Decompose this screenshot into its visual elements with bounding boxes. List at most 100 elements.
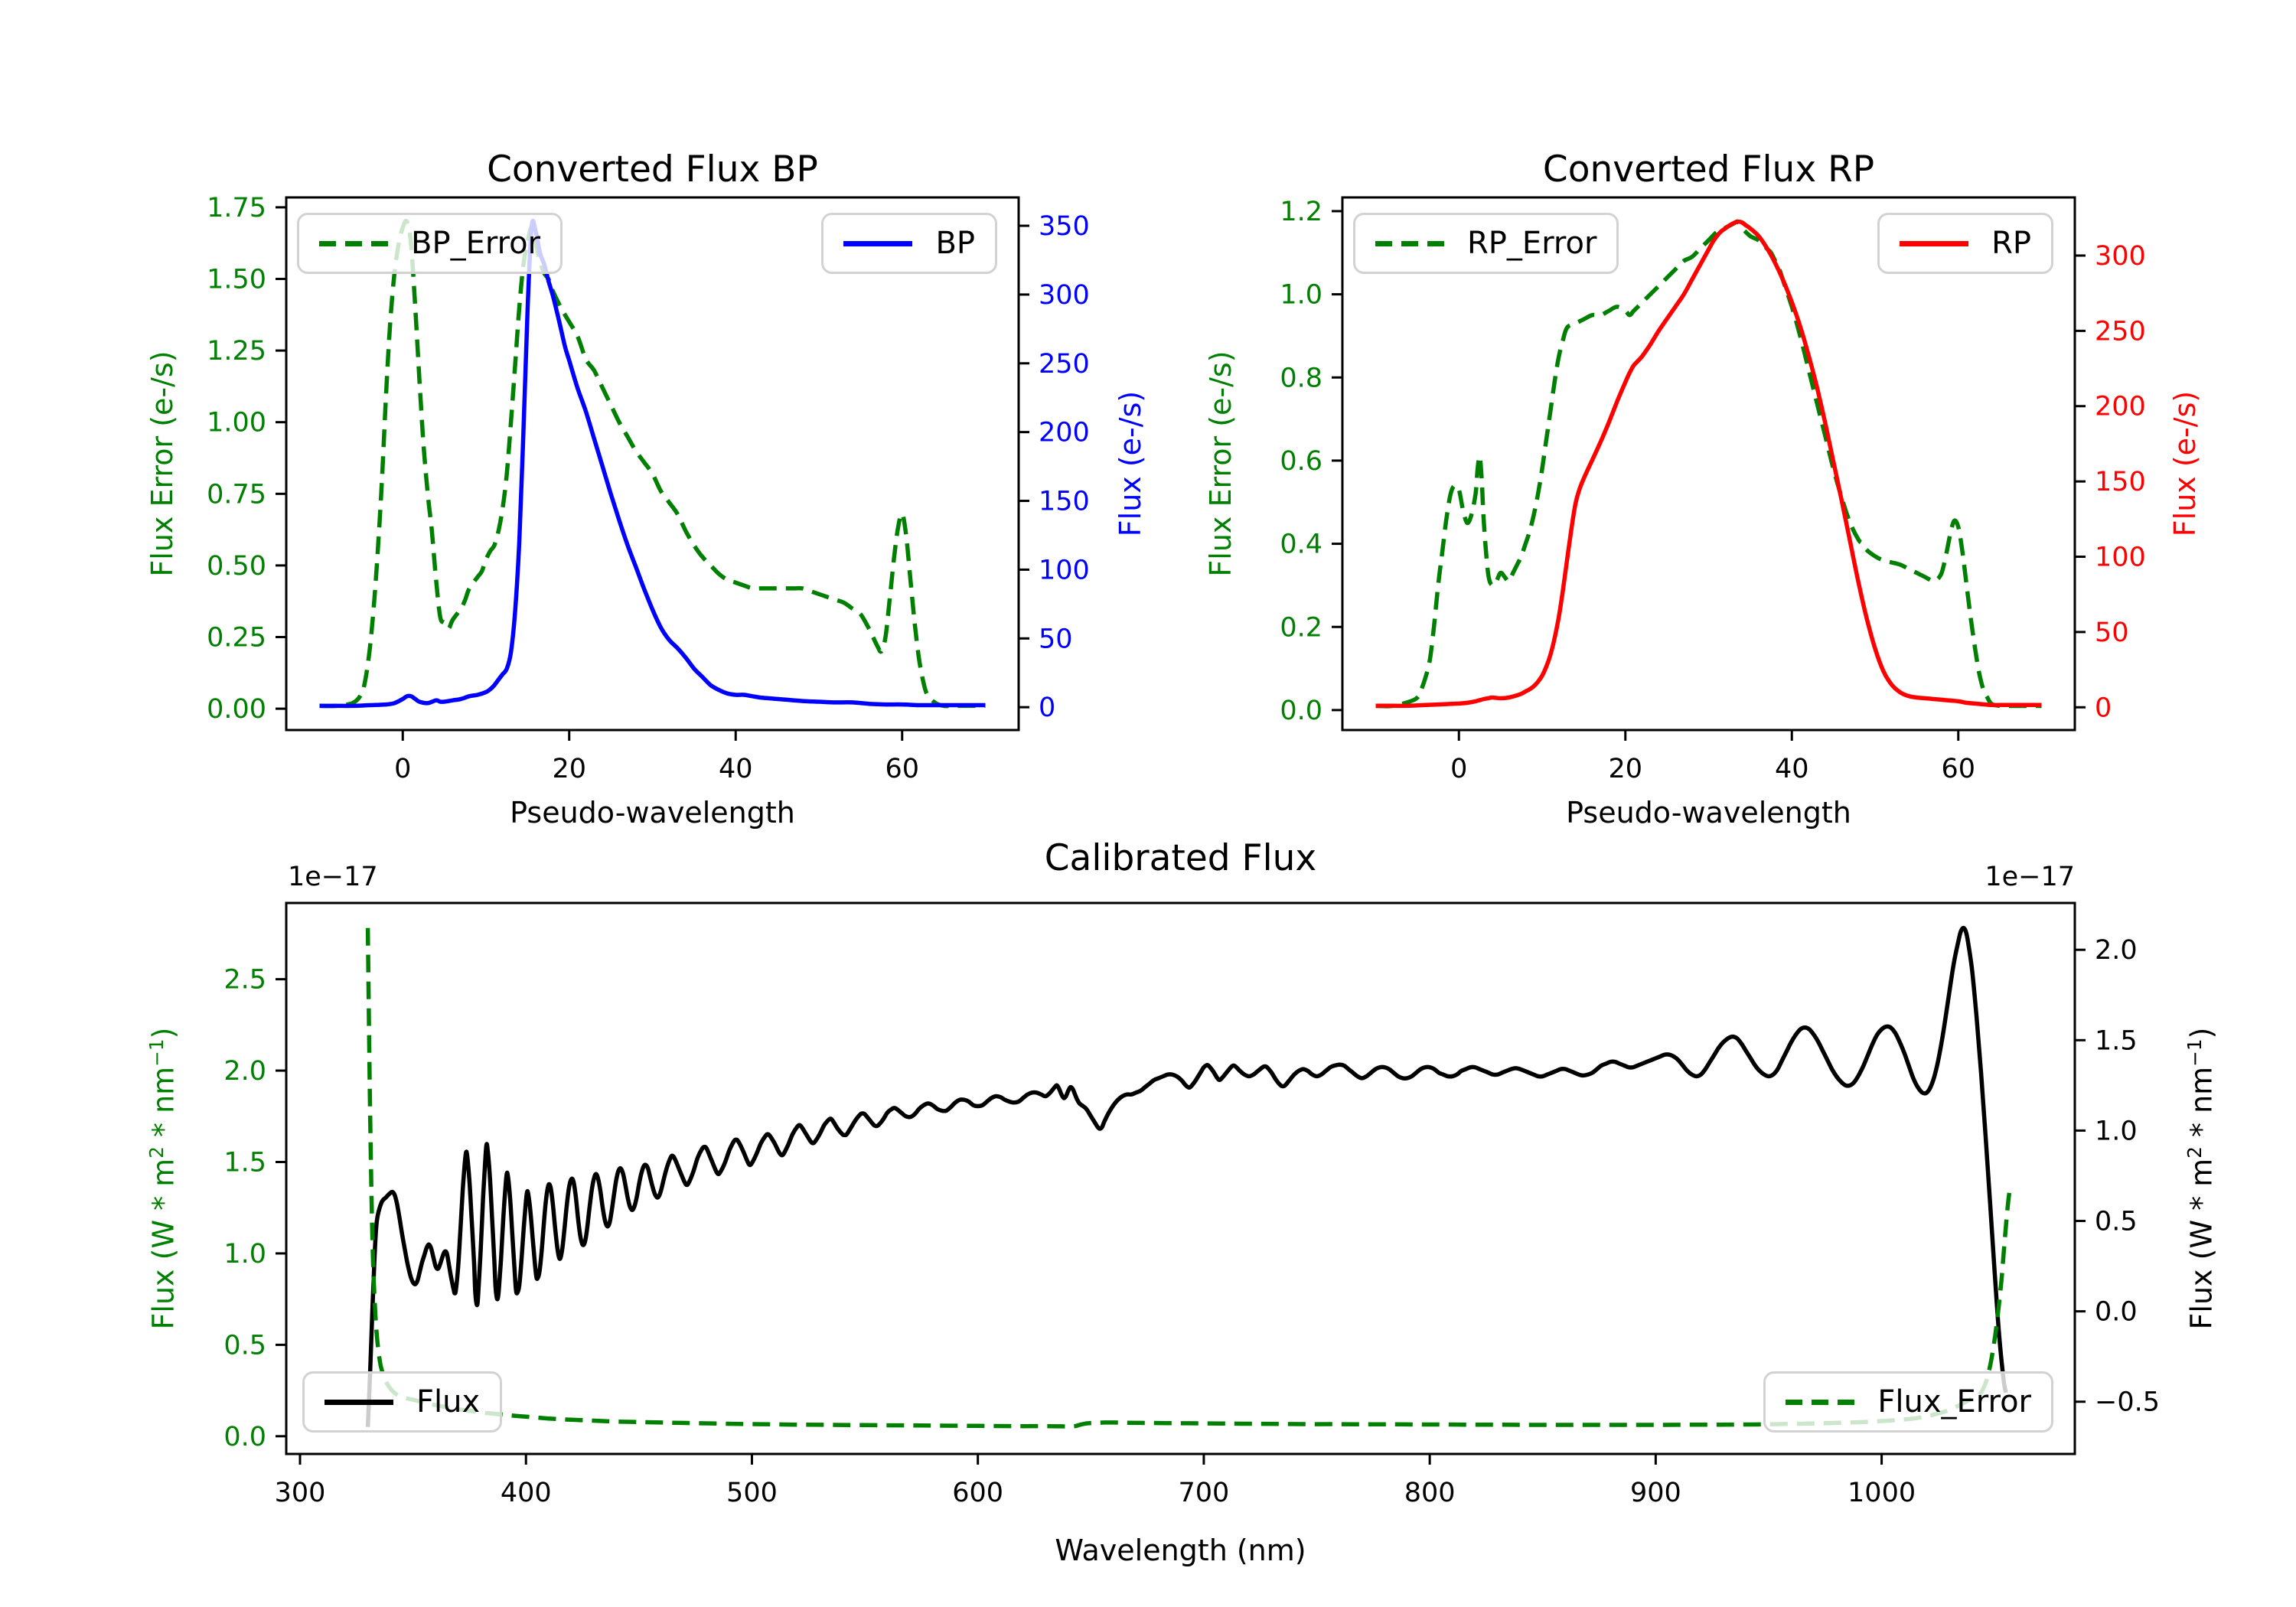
flux-error-legend-line <box>1786 1399 1855 1405</box>
rp-chart-title: Converted Flux RP <box>1542 148 1875 191</box>
rp-y-tick-label-left: 0.2 <box>1280 612 1322 643</box>
calibrated-plot-frame <box>285 901 2076 1455</box>
bp-plot-frame <box>285 196 1020 732</box>
ylabel-text-segment: Flux (W * m <box>146 1158 181 1330</box>
bp-y-tick-label-left: 1.00 <box>207 408 266 438</box>
rp-y-tick-label-right: 50 <box>2095 618 2129 648</box>
ylabel-text-segment: ) <box>146 1027 181 1039</box>
calibrated-y-tick-label-left: 2.0 <box>223 1056 266 1087</box>
rp-ylabel-left: Flux Error (e-/s) <box>1204 350 1238 577</box>
rp-x-tick-label: 60 <box>1941 754 1975 784</box>
rp-legend-line <box>1900 240 1969 246</box>
ylabel-superscript: 2 <box>145 1146 168 1159</box>
rp-plot-series <box>1375 219 2042 709</box>
calibrated-y-tick-label-right: 0.0 <box>2095 1297 2138 1328</box>
bp-y-tick-label-left: 1.75 <box>207 193 266 223</box>
rp-series-rp_error <box>1375 219 2042 709</box>
calibrated-ylabel-left: Flux (W * m2 * nm−1) <box>145 903 183 1454</box>
ylabel-text-segment: ) <box>2184 1027 2219 1039</box>
rp-legend-label: RP <box>1991 226 2031 261</box>
bp-y-tick-label-left: 0.00 <box>207 694 266 725</box>
rp-y-tick-label-left: 0.6 <box>1280 446 1322 477</box>
calibrated-series-flux_error <box>365 927 2013 1429</box>
bp-x-tick-label: 60 <box>885 754 919 784</box>
bp-y-tick-label-left: 0.50 <box>207 551 266 582</box>
rp-y-tick-label-right: 300 <box>2095 241 2146 272</box>
bp-error-legend-label: BP_Error <box>411 226 541 261</box>
ylabel-superscript: −1 <box>2183 1038 2206 1067</box>
rp-y-tick-label-left: 0.4 <box>1280 530 1322 560</box>
rp-error-legend-line <box>1375 240 1444 246</box>
calibrated-plot-series <box>365 925 2013 1429</box>
bp-legend-label: BP <box>935 226 975 261</box>
rp-x-tick-label: 20 <box>1608 754 1642 784</box>
calibrated-x-tick-label: 500 <box>726 1478 778 1508</box>
bp-y-tick-label-right: 100 <box>1039 555 1090 585</box>
ylabel-text-segment: * nm <box>2184 1066 2219 1147</box>
calibrated-x-tick-label: 400 <box>501 1478 552 1508</box>
calibrated-x-tick-label: 600 <box>952 1478 1003 1508</box>
calibrated-y-tick-label-right: 0.5 <box>2095 1207 2138 1237</box>
rp-y-tick-label-left: 1.2 <box>1280 197 1322 227</box>
bp-y-tick-label-right: 50 <box>1039 624 1073 654</box>
calibrated-x-tick-label: 700 <box>1179 1478 1230 1508</box>
calibrated-x-tick-label: 800 <box>1404 1478 1456 1508</box>
rp-series-rp <box>1375 219 2042 709</box>
bp-xlabel: Pseudo-wavelength <box>510 796 795 830</box>
calibrated-y-tick-label-left: 1.0 <box>223 1239 266 1270</box>
calibrated-y-tick-label-left: 0.5 <box>223 1330 266 1361</box>
bp-error-legend-line <box>319 240 388 246</box>
bp-ylabel-right: Flux (e-/s) <box>1114 390 1147 537</box>
calibrated-series-flux <box>365 925 2008 1427</box>
bp-y-tick-label-right: 150 <box>1039 487 1090 517</box>
bp-y-tick-label-left: 1.50 <box>207 265 266 295</box>
calibrated-y-tick-label-right: 1.5 <box>2095 1025 2138 1056</box>
calibrated-y-tick-label-right: 2.0 <box>2095 935 2138 966</box>
bp-plot-series <box>319 218 986 709</box>
calibrated-ylabel-right: Flux (W * m2 * nm−1) <box>2183 903 2221 1454</box>
ylabel-superscript: −1 <box>145 1038 168 1067</box>
bp-legend: BP <box>821 213 997 274</box>
rp-y-tick-label-right: 0 <box>2095 693 2112 723</box>
rp-y-tick-label-left: 0.0 <box>1280 696 1322 726</box>
flux-error-legend-label: Flux_Error <box>1877 1384 2031 1420</box>
flux-legend: Flux <box>302 1371 503 1433</box>
rp-error-legend-label: RP_Error <box>1467 226 1597 261</box>
rp-ylabel-right: Flux (e-/s) <box>2168 390 2202 537</box>
calibrated-x-tick-label: 300 <box>275 1478 326 1508</box>
bp-y-tick-label-right: 250 <box>1039 349 1090 380</box>
rp-plot-frame <box>1341 196 2076 732</box>
rp-x-tick-label: 40 <box>1775 754 1809 784</box>
right-axis-offset-label: 1e−17 <box>1985 862 2075 892</box>
ylabel-text-segment: Flux (W * m <box>2184 1158 2219 1330</box>
bp-y-tick-label-right: 200 <box>1039 418 1090 448</box>
calibrated-y-tick-label-left: 0.0 <box>223 1422 266 1452</box>
rp-xlabel: Pseudo-wavelength <box>1566 796 1851 830</box>
bp-series-bp_error <box>319 218 986 709</box>
rp-x-tick-label: 0 <box>1450 754 1467 784</box>
bp-y-tick-label-right: 300 <box>1039 280 1090 311</box>
bp-chart-title: Converted Flux BP <box>487 148 818 191</box>
bp-y-tick-label-right: 0 <box>1039 693 1055 723</box>
rp-y-tick-label-left: 0.8 <box>1280 363 1322 393</box>
calibrated-x-tick-label: 1000 <box>1848 1478 1916 1508</box>
calibrated-y-tick-label-left: 2.5 <box>223 965 266 996</box>
rp-y-tick-label-left: 1.0 <box>1280 280 1322 311</box>
bp-x-tick-label: 20 <box>552 754 586 784</box>
bp-ylabel-left: Flux Error (e-/s) <box>145 350 179 577</box>
bp-error-legend: BP_Error <box>297 213 563 274</box>
calibrated-xlabel: Wavelength (nm) <box>1055 1534 1306 1567</box>
rp-y-tick-label-right: 250 <box>2095 316 2146 347</box>
rp-error-legend: RP_Error <box>1353 213 1619 274</box>
bp-legend-line <box>843 240 913 246</box>
calibrated-x-tick-label: 900 <box>1630 1478 1681 1508</box>
rp-y-tick-label-right: 200 <box>2095 392 2146 422</box>
bp-y-tick-label-left: 1.25 <box>207 336 266 367</box>
bp-y-tick-label-left: 0.75 <box>207 479 266 510</box>
ylabel-superscript: 2 <box>2183 1146 2206 1159</box>
bp-y-tick-label-left: 0.25 <box>207 623 266 654</box>
flux-error-legend: Flux_Error <box>1763 1371 2053 1433</box>
ylabel-text-segment: * nm <box>146 1066 181 1147</box>
bp-x-tick-label: 40 <box>719 754 753 784</box>
